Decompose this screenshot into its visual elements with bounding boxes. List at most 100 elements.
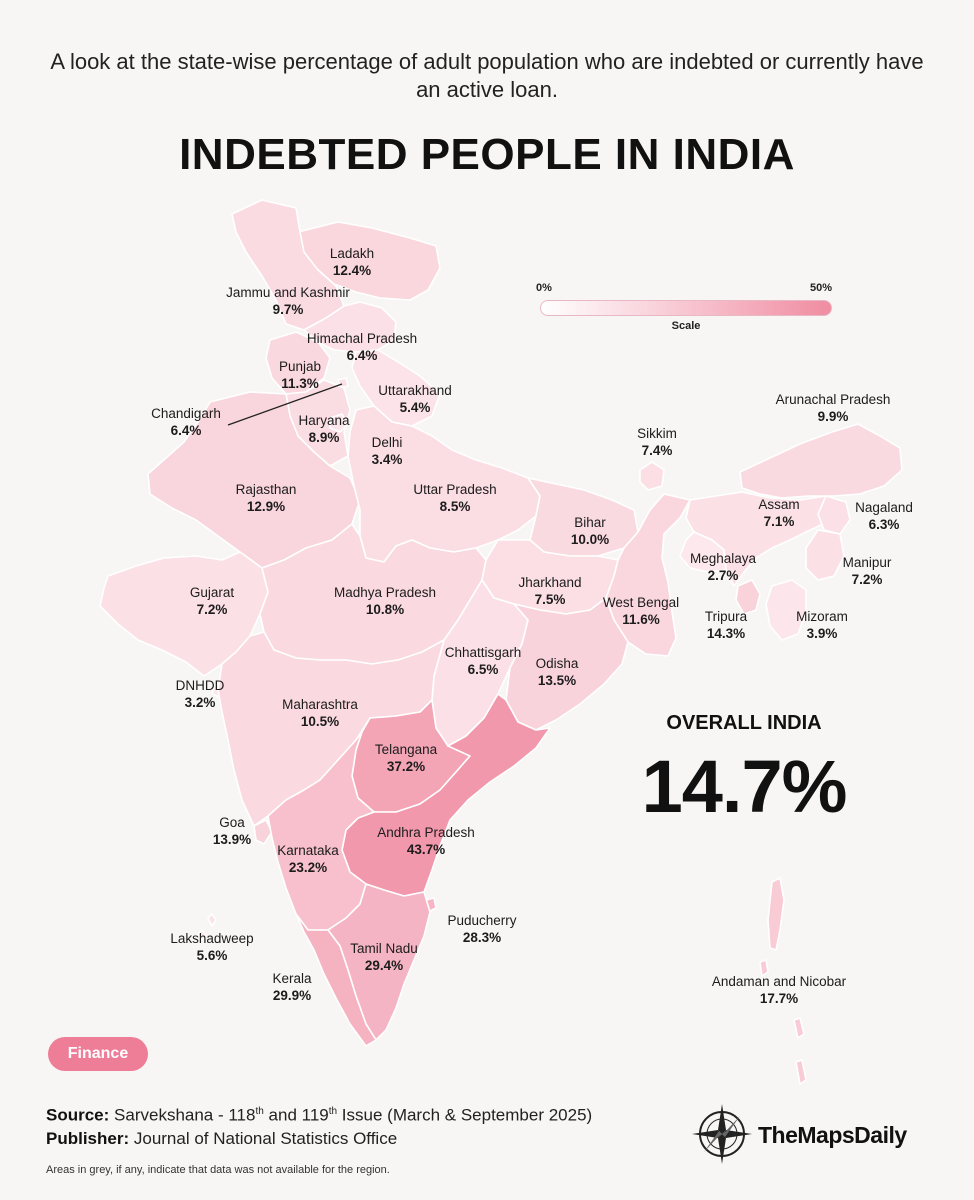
region-name: Andhra Pradesh <box>377 825 475 840</box>
region-name: Punjab <box>278 359 322 374</box>
region-meghalaya <box>679 531 727 573</box>
region-value: 7.2% <box>196 602 228 617</box>
region-name: Goa <box>219 815 245 830</box>
region-name: Gujarat <box>189 585 235 600</box>
region-name: Uttar Pradesh <box>413 482 497 497</box>
region-value: 7.4% <box>641 443 673 458</box>
region-value: 3.9% <box>806 626 838 641</box>
region-name: Chhattisgarh <box>444 645 522 660</box>
source-text-part2: and 119 <box>263 1105 329 1125</box>
label-nagaland: Nagaland 6.3% <box>855 499 913 533</box>
region-name: Sikkim <box>637 426 677 441</box>
label-chhattisgarh: Chhattisgarh 6.5% <box>445 644 522 678</box>
region-kerala <box>295 913 377 1047</box>
source-text-part3: Issue (March & September 2025) <box>337 1105 593 1125</box>
label-assam: Assam 7.1% <box>758 496 799 530</box>
label-karnataka: Karnataka 23.2% <box>277 842 339 876</box>
region-name: Karnataka <box>277 843 339 858</box>
source-sup-1: th <box>255 1106 264 1117</box>
region-value: 9.7% <box>272 302 304 317</box>
region-bihar <box>527 477 639 557</box>
label-gujarat: Gujarat 7.2% <box>190 584 234 618</box>
brand-name: TheMapsDaily <box>758 1122 907 1148</box>
region-value: 2.7% <box>707 568 739 583</box>
label-arunachal-pradesh: Arunachal Pradesh 9.9% <box>776 391 891 425</box>
region-himachal-pradesh <box>303 301 397 353</box>
label-jharkhand: Jharkhand 7.5% <box>518 574 581 608</box>
region-goa <box>253 819 273 845</box>
label-odisha: Odisha 13.5% <box>536 655 579 689</box>
region-name: Meghalaya <box>689 551 757 566</box>
region-name: Mizoram <box>796 609 848 624</box>
label-kerala: Kerala 29.9% <box>272 970 311 1004</box>
chandigarh-leader-line <box>227 383 343 426</box>
region-value: 3.4% <box>371 452 403 467</box>
region-name: Chandigarh <box>151 406 221 421</box>
region-name: Manipur <box>842 555 892 570</box>
region-value: 6.3% <box>868 517 900 532</box>
label-dnhdd: DNHDD 3.2% <box>176 677 225 711</box>
source-label: Source: <box>46 1105 110 1125</box>
region-name: Tamil Nadu <box>350 941 418 956</box>
region-value: 10.0% <box>570 532 610 547</box>
region-name: Arunachal Pradesh <box>775 392 891 407</box>
label-lakshadweep: Lakshadweep 5.6% <box>170 930 253 964</box>
label-punjab: Punjab 11.3% <box>279 358 321 392</box>
label-himachal-pradesh: Himachal Pradesh 6.4% <box>307 330 417 364</box>
region-value: 23.2% <box>288 860 328 875</box>
footnote: Areas in grey, if any, indicate that dat… <box>46 1164 390 1176</box>
region-value: 5.4% <box>399 400 431 415</box>
label-tripura: Tripura 14.3% <box>705 608 747 642</box>
color-scale-legend: 0% 50% Scale <box>536 282 832 342</box>
region-value: 6.5% <box>467 662 499 677</box>
region-name: Madhya Pradesh <box>333 585 437 600</box>
region-value: 13.9% <box>212 832 252 847</box>
region-name: Delhi <box>371 435 403 450</box>
region-name: Ladakh <box>329 246 375 261</box>
region-manipur <box>805 529 845 581</box>
region-delhi <box>329 413 349 433</box>
region-nagaland <box>817 495 851 535</box>
scale-min-label: 0% <box>536 282 552 294</box>
publisher-line: Publisher: Journal of National Statistic… <box>46 1127 592 1150</box>
region-andaman-and-nicobar <box>759 877 807 1085</box>
source-text-part1: Sarvekshana - 118 <box>114 1105 256 1125</box>
region-value: 43.7% <box>406 842 446 857</box>
region-name: Maharashtra <box>282 697 358 712</box>
compass-icon <box>692 1104 752 1164</box>
region-name: Puducherry <box>447 913 517 928</box>
scale-gradient-bar <box>540 300 832 316</box>
source-block: Source: Sarvekshana - 118th and 119th Is… <box>46 1100 592 1150</box>
label-maharashtra: Maharashtra 10.5% <box>282 696 358 730</box>
region-value: 14.3% <box>706 626 746 641</box>
region-shapes <box>99 199 903 1085</box>
scale-title: Scale <box>671 320 701 332</box>
region-value: 29.4% <box>364 958 404 973</box>
label-uttar-pradesh: Uttar Pradesh 8.5% <box>413 481 496 515</box>
region-arunachal-pradesh <box>739 423 903 499</box>
label-madhya-pradesh: Madhya Pradesh 10.8% <box>334 584 436 618</box>
region-value: 12.4% <box>332 263 372 278</box>
label-puducherry: Puducherry 28.3% <box>447 912 516 946</box>
region-name: Himachal Pradesh <box>306 331 418 346</box>
label-bihar: Bihar 10.0% <box>571 514 609 548</box>
region-name: Telangana <box>374 742 438 757</box>
region-value: 8.5% <box>439 499 471 514</box>
region-value: 6.4% <box>346 348 378 363</box>
region-value: 12.9% <box>246 499 286 514</box>
page-title: INDEBTED PEOPLE IN INDIA <box>179 130 795 179</box>
overall-india-label: OVERALL INDIA <box>666 712 822 734</box>
region-andhra-pradesh <box>341 693 551 897</box>
region-value: 29.9% <box>272 988 312 1003</box>
label-jammu-and-kashmir: Jammu and Kashmir 9.7% <box>226 284 350 318</box>
region-value: 11.3% <box>281 376 319 391</box>
label-west-bengal: West Bengal 11.6% <box>603 594 679 628</box>
finance-badge: Finance <box>48 1037 148 1071</box>
region-value: 7.2% <box>851 572 883 587</box>
region-name: Assam <box>758 497 800 512</box>
source-line: Source: Sarvekshana - 118th and 119th Is… <box>46 1100 592 1127</box>
overall-india-value: 14.7% <box>641 745 848 828</box>
region-punjab <box>265 331 331 395</box>
